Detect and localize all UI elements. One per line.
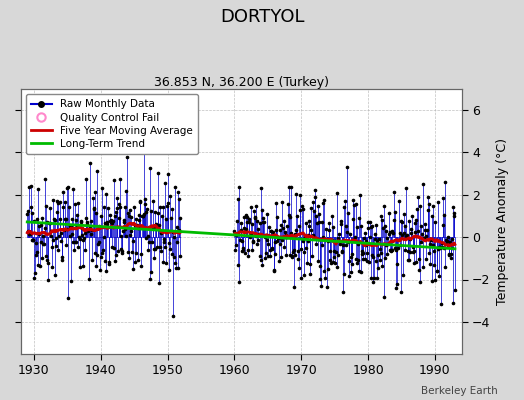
Text: DORTYOL: DORTYOL (220, 8, 304, 26)
Text: Berkeley Earth: Berkeley Earth (421, 386, 498, 396)
Legend: Raw Monthly Data, Quality Control Fail, Five Year Moving Average, Long-Term Tren: Raw Monthly Data, Quality Control Fail, … (26, 94, 198, 154)
Title: 36.853 N, 36.200 E (Turkey): 36.853 N, 36.200 E (Turkey) (154, 76, 329, 89)
Y-axis label: Temperature Anomaly (°C): Temperature Anomaly (°C) (496, 138, 509, 305)
